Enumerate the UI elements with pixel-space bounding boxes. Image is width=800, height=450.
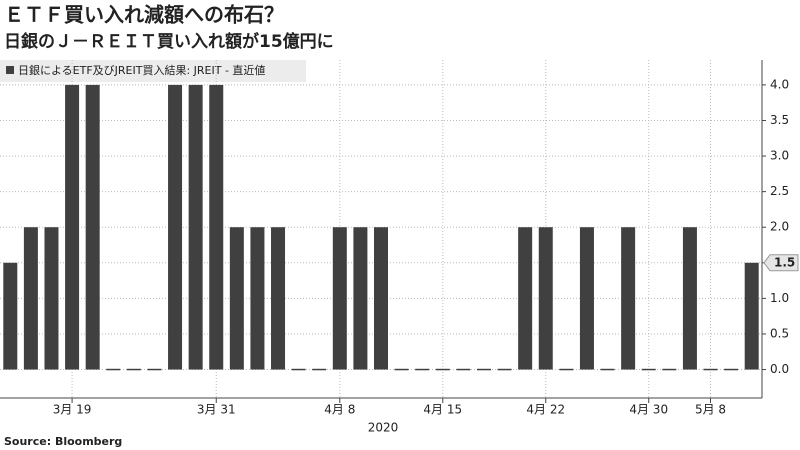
bar bbox=[538, 227, 553, 370]
bar bbox=[250, 227, 265, 370]
bar bbox=[332, 227, 347, 370]
x-tick-label: 4月 8 bbox=[324, 403, 355, 417]
bar bbox=[168, 84, 183, 370]
bar bbox=[559, 368, 574, 371]
chart-subtitle: 日銀のＪ－ＲＥＩＴ買い入れ額が15億円に bbox=[4, 31, 334, 52]
x-tick-label: 5月 8 bbox=[695, 403, 726, 417]
bar bbox=[641, 368, 656, 371]
x-tick-label: 4月 15 bbox=[423, 403, 462, 417]
x-tick-label: 4月 22 bbox=[526, 403, 565, 417]
x-axis-label: 2020 bbox=[368, 421, 399, 435]
source: Source: Bloomberg bbox=[4, 435, 122, 448]
y-tick-label: 0.0 bbox=[770, 362, 789, 376]
y-tick-label: 1.0 bbox=[770, 291, 789, 305]
bar bbox=[518, 227, 533, 370]
bar bbox=[579, 227, 594, 370]
bar bbox=[435, 368, 450, 371]
y-tick-label: 2.0 bbox=[770, 220, 789, 234]
y-tick-label: 2.5 bbox=[770, 184, 789, 198]
bar bbox=[209, 84, 224, 370]
y-tick-label: 4.0 bbox=[770, 77, 789, 91]
chart-title: ＥＴＦ買い入れ減額への布石？ bbox=[4, 3, 284, 27]
bar bbox=[65, 84, 80, 370]
y-tick-label: 3.0 bbox=[770, 149, 789, 163]
bar bbox=[621, 227, 636, 370]
bar bbox=[291, 368, 306, 371]
y-tick-label: 0.5 bbox=[770, 326, 789, 340]
bar bbox=[415, 368, 430, 371]
bar bbox=[3, 262, 18, 370]
bar bbox=[662, 368, 677, 371]
bar bbox=[600, 368, 615, 371]
bar bbox=[744, 262, 759, 370]
bar bbox=[147, 368, 162, 371]
bar bbox=[682, 227, 697, 370]
bar bbox=[374, 227, 388, 370]
legend-swatch bbox=[6, 66, 14, 74]
bar bbox=[312, 368, 327, 371]
bar bbox=[476, 368, 491, 371]
last-value-flag bbox=[763, 254, 799, 272]
bar bbox=[497, 368, 512, 371]
bar bbox=[394, 368, 409, 371]
bar bbox=[229, 227, 244, 370]
legend-box bbox=[0, 60, 306, 82]
x-tick-label: 3月 31 bbox=[197, 403, 236, 417]
bar bbox=[23, 227, 38, 370]
bar bbox=[126, 368, 141, 371]
bar bbox=[188, 84, 203, 370]
legend-label: 日銀によるETF及びJREIT買入結果: JREIT - 直近値 bbox=[18, 63, 265, 77]
bar bbox=[44, 227, 59, 370]
bar bbox=[106, 368, 121, 371]
x-tick-label: 4月 30 bbox=[629, 403, 668, 417]
last-value-label: 1.5 bbox=[774, 255, 795, 269]
bar bbox=[456, 368, 471, 371]
bar bbox=[703, 368, 718, 371]
bar bbox=[353, 227, 368, 370]
bar bbox=[724, 368, 739, 371]
x-tick-label: 3月 19 bbox=[53, 403, 92, 417]
bar bbox=[271, 227, 286, 370]
bar bbox=[85, 84, 100, 370]
y-tick-label: 3.5 bbox=[770, 113, 789, 127]
